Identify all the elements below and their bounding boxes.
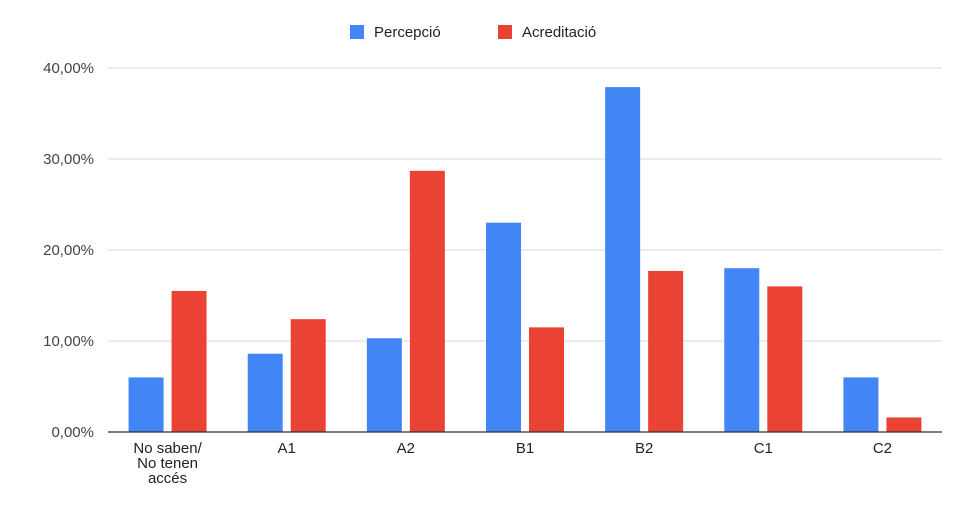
- x-category-label: A2: [397, 440, 415, 457]
- x-category-label: C1: [754, 440, 773, 457]
- bar-acreditaci--2: [409, 170, 445, 432]
- legend-label: Acreditació: [522, 24, 596, 41]
- x-category-label: accés: [148, 470, 187, 487]
- y-tick-label: 20,00%: [43, 242, 94, 259]
- bars: [128, 87, 922, 433]
- legend-swatch: [350, 25, 364, 39]
- bar-percepci--1: [247, 353, 283, 432]
- bar-percepci--2: [366, 338, 402, 432]
- legend-swatch: [498, 25, 512, 39]
- bar-acreditaci--0: [171, 290, 207, 432]
- gridlines: [108, 67, 942, 342]
- x-category-label: No saben/: [133, 440, 202, 457]
- bar-acreditaci--3: [529, 327, 564, 432]
- bar-percepci--5: [724, 268, 760, 432]
- bar-acreditaci--6: [886, 417, 922, 432]
- x-category-label: A1: [278, 440, 296, 457]
- bar-acreditaci--4: [648, 270, 684, 432]
- bar-acreditaci--1: [290, 319, 326, 432]
- x-category-label: No tenen: [137, 455, 198, 472]
- x-category-label: B1: [516, 440, 534, 457]
- bar-percepci--3: [486, 222, 521, 432]
- y-tick-label: 10,00%: [43, 333, 94, 350]
- y-axis-tick-labels: 0,00% 10,00% 20,00% 30,00% 40,00%: [43, 60, 94, 441]
- y-tick-label: 40,00%: [43, 60, 94, 77]
- x-category-label: C2: [873, 440, 892, 457]
- y-tick-label: 0,00%: [51, 424, 94, 441]
- bar-percepci--4: [605, 87, 641, 433]
- legend: Percepció Acreditació: [350, 24, 596, 41]
- bar-percepci--6: [843, 377, 879, 432]
- bar-acreditaci--5: [767, 286, 803, 432]
- x-category-label: B2: [635, 440, 653, 457]
- y-tick-label: 30,00%: [43, 151, 94, 168]
- bar-percepci--0: [128, 377, 164, 432]
- legend-label: Percepció: [374, 24, 441, 41]
